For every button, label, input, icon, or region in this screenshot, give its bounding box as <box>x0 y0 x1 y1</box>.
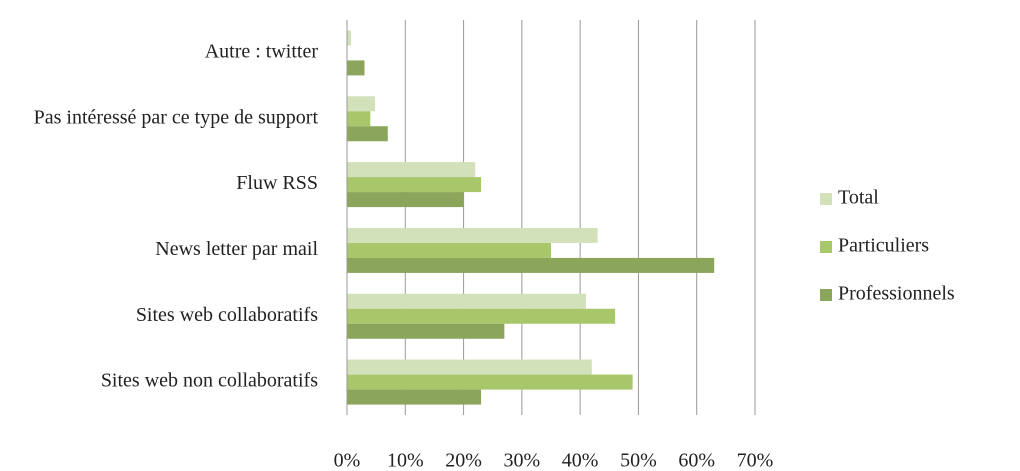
legend-label: Professionnels <box>838 283 955 305</box>
bar <box>347 111 371 127</box>
y-tick-label: Fluw RSS <box>236 172 318 194</box>
x-tick-label: 30% <box>504 450 541 471</box>
bar <box>347 30 352 46</box>
bar <box>347 374 633 390</box>
bar <box>347 227 598 243</box>
x-tick-label: 40% <box>562 450 599 471</box>
legend-swatch <box>820 289 832 301</box>
bar <box>347 389 482 405</box>
y-tick-label: News letter par mail <box>155 238 318 260</box>
legend-label: Particuliers <box>838 235 929 257</box>
bar <box>347 126 388 142</box>
x-tick-label: 10% <box>387 450 424 471</box>
bar <box>347 242 551 258</box>
legend-swatch <box>820 241 832 253</box>
bar <box>347 293 586 309</box>
legend-swatch <box>820 193 832 205</box>
y-tick-label: Autre : twitter <box>205 41 319 63</box>
legend-label: Total <box>838 187 879 209</box>
x-tick-label: 60% <box>678 450 715 471</box>
bar <box>347 177 482 193</box>
y-tick-label: Sites web collaboratifs <box>136 304 318 326</box>
bar <box>347 192 464 208</box>
bar <box>347 96 375 112</box>
bar <box>347 323 505 339</box>
x-tick-label: 0% <box>334 450 361 471</box>
y-tick-label: Sites web non collaboratifs <box>101 370 318 392</box>
y-tick-label: Pas intéressé par ce type de support <box>34 106 319 128</box>
x-tick-label: 20% <box>445 450 482 471</box>
bar <box>347 60 365 76</box>
x-tick-label: 70% <box>737 450 774 471</box>
x-tick-label: 50% <box>620 450 657 471</box>
bar <box>347 359 592 375</box>
bar <box>347 162 476 178</box>
bar <box>347 257 715 273</box>
bar <box>347 308 616 324</box>
